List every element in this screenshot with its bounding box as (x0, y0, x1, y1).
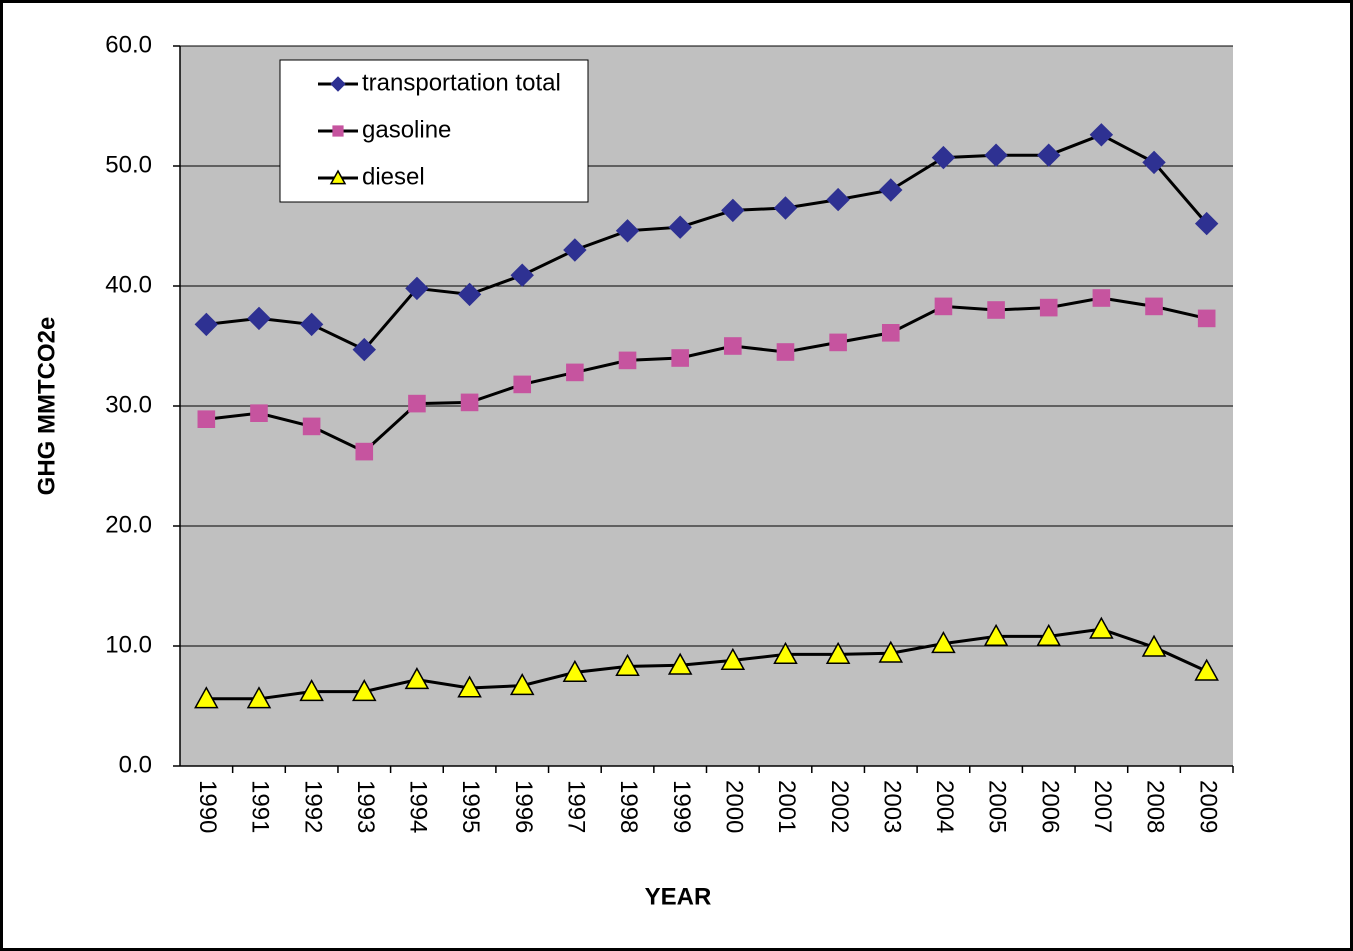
data-point (1089, 616, 1114, 639)
y-tick-label: 60.0 (105, 31, 152, 58)
data-point (352, 679, 377, 702)
data-point (1197, 309, 1216, 328)
legend-label: transportation total (362, 69, 561, 96)
y-tick-label: 30.0 (105, 391, 152, 418)
series-line (206, 627, 1208, 701)
data-point (562, 659, 588, 682)
y-tick-label: 40.0 (105, 271, 152, 298)
x-tick-label: 1994 (405, 780, 432, 833)
data-point (1036, 623, 1061, 646)
legend-label: diesel (362, 163, 425, 190)
legend-marker (332, 125, 344, 137)
x-tick-label: 1995 (457, 780, 484, 833)
data-point (509, 673, 535, 696)
data-point (878, 640, 904, 663)
data-point (1145, 297, 1163, 316)
x-tick-label: 1991 (247, 780, 274, 833)
legend-label: gasoline (362, 116, 451, 143)
data-point (1194, 658, 1219, 681)
data-point (566, 363, 584, 382)
data-point (457, 675, 482, 698)
data-point (879, 178, 903, 202)
data-point (1092, 289, 1111, 307)
y-tick-label: 50.0 (105, 151, 152, 178)
x-tick-label: 1999 (668, 780, 695, 833)
x-tick-label: 1996 (510, 780, 537, 833)
data-point (1039, 298, 1058, 317)
y-axis-title: GHG MMTCO2e (33, 317, 60, 496)
data-point (250, 404, 268, 422)
data-point (776, 343, 795, 361)
data-point (983, 623, 1009, 646)
data-point (246, 686, 272, 709)
x-axis-title: YEAR (645, 883, 712, 910)
data-point (720, 647, 746, 670)
data-point (825, 641, 851, 664)
data-point (408, 394, 426, 413)
x-tick-label: 2003 (878, 780, 905, 833)
x-tick-label: 2006 (1036, 780, 1063, 833)
data-point (931, 631, 956, 654)
data-point (460, 393, 479, 412)
data-point (1194, 211, 1219, 236)
data-point (667, 652, 693, 675)
data-point (724, 337, 742, 355)
data-point (721, 198, 745, 223)
x-tick-label: 2002 (826, 780, 853, 833)
y-tick-label: 20.0 (105, 511, 152, 538)
data-point (987, 301, 1005, 319)
x-tick-label: 2005 (984, 780, 1011, 833)
data-point (405, 276, 429, 301)
x-tick-label: 2004 (931, 780, 958, 833)
data-point (1141, 634, 1167, 657)
data-point (881, 324, 900, 342)
x-tick-label: 1998 (615, 780, 642, 833)
data-point (773, 641, 798, 664)
data-point (773, 196, 798, 220)
data-point (1142, 150, 1166, 175)
y-tick-label: 0.0 (119, 751, 152, 778)
data-point (934, 297, 953, 316)
data-point (615, 219, 640, 243)
legend-marker (330, 76, 346, 92)
y-tick-label: 10.0 (105, 631, 152, 658)
data-point (352, 337, 376, 362)
x-tick-label: 2009 (1194, 780, 1221, 833)
data-point (984, 143, 1008, 167)
x-tick-label: 1992 (299, 780, 326, 833)
x-tick-label: 2007 (1089, 780, 1116, 833)
data-point (1037, 143, 1061, 167)
data-point (615, 653, 640, 676)
data-point (826, 187, 850, 212)
data-point (513, 375, 532, 394)
data-point (671, 349, 689, 367)
data-point (457, 282, 482, 307)
data-point (299, 679, 324, 702)
x-tick-label: 1990 (194, 780, 221, 833)
legend-marker (329, 169, 347, 185)
data-point (1089, 123, 1114, 147)
data-point (404, 667, 430, 690)
data-point (194, 312, 219, 337)
data-point (510, 263, 534, 287)
data-point (668, 215, 692, 239)
data-point (563, 238, 587, 262)
data-point (299, 312, 324, 337)
data-point (829, 333, 847, 352)
x-tick-label: 2008 (1142, 780, 1169, 833)
data-point (618, 351, 637, 370)
data-point (194, 686, 219, 709)
data-point (197, 410, 216, 428)
x-tick-label: 1993 (352, 780, 379, 833)
data-point (931, 145, 956, 170)
data-point (247, 306, 271, 331)
data-point (355, 442, 374, 461)
x-tick-label: 1997 (563, 780, 590, 833)
x-tick-label: 2001 (773, 780, 800, 833)
x-tick-label: 2000 (720, 780, 747, 833)
data-point (302, 417, 321, 436)
